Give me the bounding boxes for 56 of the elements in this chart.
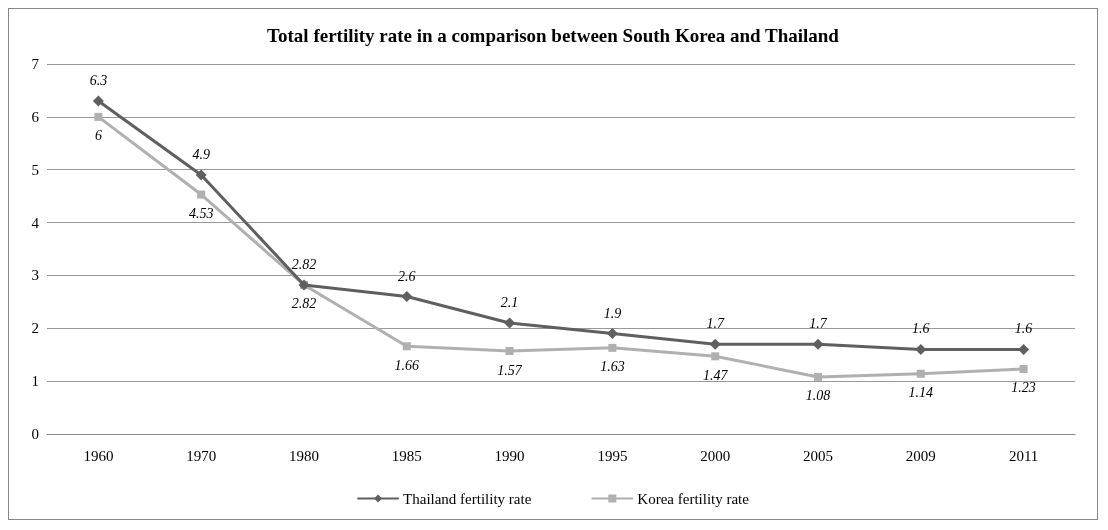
- data-label: 1.23: [1011, 380, 1036, 396]
- legend-label: Thailand fertility rate: [403, 490, 532, 507]
- data-label: 2.82: [291, 256, 317, 272]
- point: [916, 369, 925, 378]
- y-tick-label: 3: [31, 267, 39, 284]
- point: [195, 169, 207, 181]
- x-tick-label: 1990: [494, 447, 525, 464]
- chart-title: Total fertility rate in a comparison between South Korea and Thailand: [267, 25, 840, 46]
- data-label: 6: [94, 128, 102, 144]
- point: [92, 95, 104, 107]
- data-label: 1.14: [908, 385, 934, 401]
- x-tick-label: 1985: [391, 447, 422, 464]
- data-label: 2.6: [398, 268, 416, 284]
- data-label: 1.66: [394, 357, 420, 373]
- x-tick-label: 1995: [597, 447, 628, 464]
- data-label: 2.1: [500, 295, 519, 310]
- y-tick-label: 1: [31, 373, 39, 390]
- point: [197, 190, 206, 199]
- data-label: 1.57: [497, 362, 523, 378]
- legend-label: Korea fertility rate: [637, 490, 750, 507]
- data-label: 1.7: [809, 316, 828, 332]
- y-tick-label: 7: [31, 56, 40, 72]
- point: [606, 328, 618, 340]
- data-label: 1.08: [805, 388, 831, 404]
- y-tick-label: 2: [31, 320, 39, 337]
- data-label: 1.7: [706, 316, 725, 332]
- y-tick-label: 4: [31, 214, 40, 231]
- data-label: 1.6: [1014, 321, 1033, 337]
- data-label: 1.6: [912, 321, 930, 337]
- point: [402, 342, 411, 351]
- point: [505, 347, 514, 356]
- point: [608, 343, 617, 352]
- data-label: 4.53: [188, 206, 214, 222]
- point: [709, 338, 721, 350]
- x-tick-label: 2005: [803, 447, 833, 464]
- data-label: 1.9: [603, 305, 622, 321]
- data-label: 2.82: [291, 296, 317, 312]
- x-tick-label: 1970: [186, 447, 217, 464]
- data-label: 1.63: [600, 359, 625, 375]
- data-label: 1.47: [702, 367, 729, 383]
- x-tick-label: 2009: [905, 447, 936, 464]
- x-tick-label: 1960: [83, 447, 114, 464]
- data-label: 4.9: [192, 147, 210, 162]
- point: [711, 352, 720, 361]
- x-tick-label: 2011: [1008, 447, 1039, 464]
- y-tick-label: 6: [31, 108, 40, 125]
- point: [401, 291, 413, 303]
- x-tick-label: 2000: [700, 447, 731, 464]
- point: [1018, 343, 1030, 355]
- point: [814, 372, 822, 381]
- point: [94, 112, 103, 121]
- data-label: 6.3: [89, 73, 108, 88]
- y-tick-label: 5: [31, 161, 39, 178]
- point: [1019, 364, 1028, 373]
- y-tick-label: 0: [31, 426, 39, 442]
- x-tick-label: 1980: [289, 447, 319, 464]
